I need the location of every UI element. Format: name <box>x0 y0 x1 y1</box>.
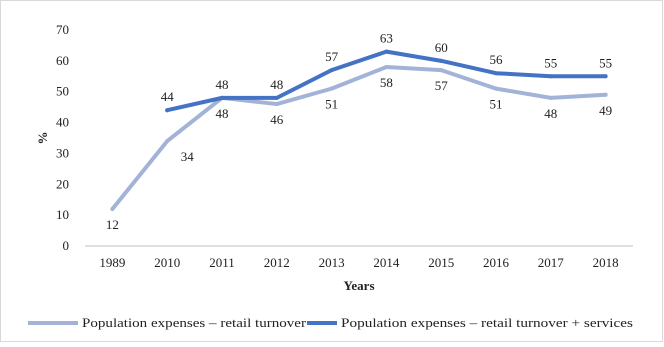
data-point-retail-turnover-services <box>603 74 608 79</box>
data-point-retail-turnover <box>384 65 389 70</box>
data-point-retail-turnover <box>165 139 170 144</box>
data-label-retail-turnover: 48 <box>544 106 557 121</box>
data-labels: 12 34 48 46 51 58 57 51 48 49 44 48 48 57 63 60 56 55 55 <box>106 31 612 232</box>
legend-label-retail-turnover-services: Population expenses – retail turnover + … <box>341 315 633 330</box>
y-tick-label: 10 <box>56 207 69 222</box>
y-tick-label: 20 <box>56 176 69 191</box>
data-label-retail-turnover: 46 <box>270 112 284 127</box>
data-label-retail-turnover: 51 <box>490 97 503 112</box>
data-label-retail-turnover-services: 48 <box>216 77 229 92</box>
series-lines <box>110 49 608 211</box>
data-point-retail-turnover-services <box>165 108 170 113</box>
y-tick-label: 60 <box>56 53 69 68</box>
x-tick-label: 2016 <box>483 255 510 270</box>
series-line-retail-turnover <box>110 65 608 211</box>
x-tick-label: 2017 <box>538 255 565 270</box>
x-tick-label: 2012 <box>264 255 290 270</box>
data-point-retail-turnover <box>110 206 115 211</box>
data-point-retail-turnover <box>548 95 553 100</box>
data-label-retail-turnover-services: 57 <box>325 49 339 64</box>
data-label-retail-turnover: 12 <box>106 217 119 232</box>
y-tick-label: 70 <box>56 22 69 37</box>
data-point-retail-turnover <box>603 92 608 97</box>
y-tick-label: 40 <box>56 115 69 130</box>
data-label-retail-turnover-services: 55 <box>544 55 557 70</box>
y-tick-label: 50 <box>56 84 69 99</box>
data-label-retail-turnover-services: 60 <box>435 40 448 55</box>
y-tick-label: 30 <box>56 145 69 160</box>
data-point-retail-turnover-services <box>274 95 279 100</box>
y-axis-title: % <box>35 132 50 145</box>
x-tick-label: 1989 <box>99 255 125 270</box>
x-tick-label: 2015 <box>428 255 454 270</box>
x-axis: 1989 2010 2011 2012 2013 2014 2015 2016 2017 2018 <box>85 245 633 270</box>
data-label-retail-turnover: 58 <box>380 75 393 90</box>
data-label-retail-turnover: 49 <box>599 103 612 118</box>
data-point-retail-turnover-services <box>384 49 389 54</box>
data-point-retail-turnover-services <box>439 58 444 63</box>
data-point-retail-turnover-services <box>329 68 334 73</box>
data-point-retail-turnover-services <box>548 74 553 79</box>
line-chart: 0 10 20 30 40 50 60 70 1989 2010 2011 2012 2013 2014… <box>28 22 633 330</box>
data-point-retail-turnover <box>274 102 279 107</box>
data-label-retail-turnover: 57 <box>435 78 449 93</box>
data-point-retail-turnover-services <box>494 71 498 76</box>
data-point-retail-turnover <box>329 86 334 91</box>
data-point-retail-turnover <box>494 86 498 91</box>
x-tick-label: 2013 <box>319 255 345 270</box>
data-label-retail-turnover-services: 44 <box>161 89 175 104</box>
data-label-retail-turnover: 34 <box>181 149 195 164</box>
data-label-retail-turnover-services: 48 <box>270 77 283 92</box>
data-label-retail-turnover-services: 56 <box>490 52 504 67</box>
data-point-retail-turnover <box>439 68 444 73</box>
x-tick-label: 2014 <box>373 255 400 270</box>
data-label-retail-turnover: 48 <box>216 106 229 121</box>
x-axis-title: Years <box>343 278 374 293</box>
y-axis: 0 10 20 30 40 50 60 70 <box>56 22 69 253</box>
data-label-retail-turnover: 51 <box>325 97 338 112</box>
x-tick-label: 2010 <box>154 255 180 270</box>
data-point-retail-turnover-services <box>220 95 224 100</box>
data-label-retail-turnover-services: 55 <box>599 55 612 70</box>
legend: Population expenses – retail turnover Po… <box>28 315 633 330</box>
data-label-retail-turnover-services: 63 <box>380 31 393 46</box>
x-tick-label: 2011 <box>209 255 235 270</box>
legend-label-retail-turnover: Population expenses – retail turnover <box>82 315 307 330</box>
x-tick-label: 2018 <box>593 255 619 270</box>
y-tick-label: 0 <box>63 238 70 253</box>
